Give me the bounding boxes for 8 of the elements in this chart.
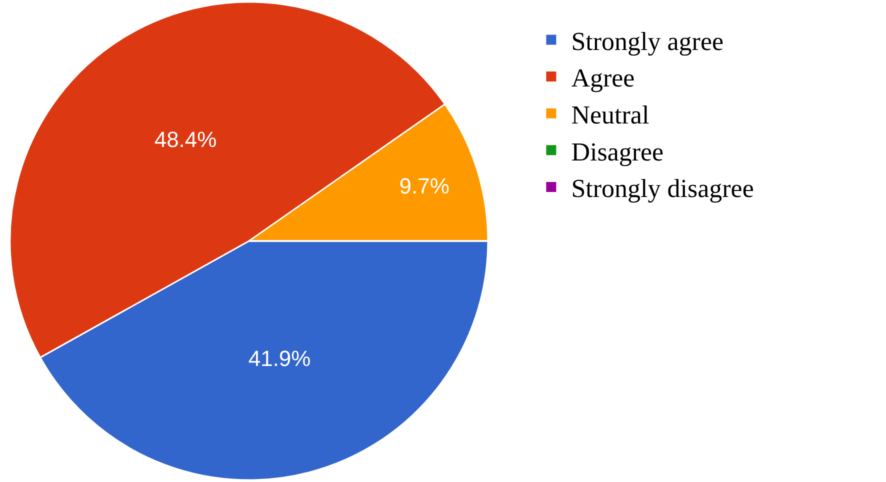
- data-label: 48.4%: [154, 127, 217, 152]
- legend-label: Neutral: [571, 100, 650, 130]
- legend-label: Strongly disagree: [571, 174, 754, 204]
- data-label: 9.7%: [399, 173, 450, 198]
- legend-label: Strongly agree: [571, 26, 724, 56]
- data-label: 41.9%: [248, 346, 311, 372]
- legend-label: Disagree: [571, 137, 664, 166]
- legend-label: Agree: [571, 64, 635, 93]
